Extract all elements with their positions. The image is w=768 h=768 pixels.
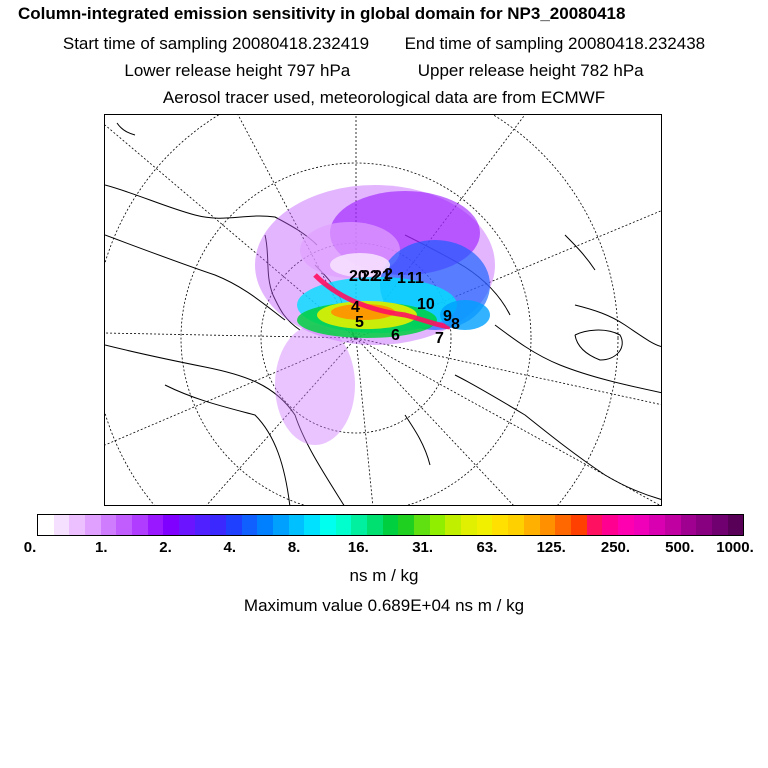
colorbar-segment xyxy=(711,515,728,535)
colorbar-segment xyxy=(555,515,571,535)
map-label: 11 xyxy=(407,270,424,287)
colorbar-tick-label: 63. xyxy=(476,539,498,556)
map-label: 9 xyxy=(443,308,452,325)
figure-title: Column-integrated emission sensitivity i… xyxy=(18,4,626,23)
max-value-label: Maximum value 0.689E+04 ns m / kg xyxy=(243,596,525,615)
colorbar-segment xyxy=(132,515,148,535)
map-label: 5 xyxy=(355,314,364,331)
colorbar-segment xyxy=(163,515,180,535)
coastlines xyxy=(105,122,661,505)
map-label: 20 xyxy=(349,268,367,285)
map-label: 8 xyxy=(451,316,460,333)
colorbar-segment xyxy=(367,515,383,535)
colorbar-segment xyxy=(429,515,446,535)
colorbar-segment xyxy=(288,515,305,535)
tracer-info-label: Aerosol tracer used, meteorological data… xyxy=(162,88,606,107)
map-label: 21 xyxy=(373,268,391,285)
colorbar-segment xyxy=(633,515,650,535)
end-time-label: End time of sampling 20080418.232438 xyxy=(404,34,706,53)
colorbar-segment xyxy=(492,515,509,535)
map-label: 4 xyxy=(351,299,360,316)
colorbar-segment xyxy=(273,515,289,535)
colorbar-segment xyxy=(414,515,430,535)
colorbar-tick-label: 1000. xyxy=(716,539,754,556)
colorbar-segment xyxy=(351,515,368,535)
colorbar-segment xyxy=(523,515,540,535)
colorbar-segment xyxy=(320,515,336,535)
colorbar-segment xyxy=(617,515,634,535)
colorbar-segment xyxy=(304,515,321,535)
colorbar-segment xyxy=(445,515,462,535)
colorbar-segment xyxy=(570,515,587,535)
map-label: 2 xyxy=(384,266,393,283)
colorbar-segment xyxy=(461,515,477,535)
lower-release-label: Lower release height 797 hPa xyxy=(124,61,351,80)
map-label: 6 xyxy=(391,327,400,344)
map-label: 7 xyxy=(435,330,444,347)
release-heights-line: Lower release height 797 hPa Upper relea… xyxy=(0,61,768,81)
colorbar-segment xyxy=(476,515,493,535)
colorbar-segment xyxy=(179,515,195,535)
colorbar-segment xyxy=(727,515,744,535)
colorbar-segment xyxy=(116,515,133,535)
colorbar-segment xyxy=(257,515,274,535)
colorbar-segment xyxy=(226,515,242,535)
colorbar-segment xyxy=(696,515,712,535)
colorbar-segment xyxy=(398,515,415,535)
colorbar xyxy=(37,514,744,536)
colorbar-tick-label: 125. xyxy=(536,539,566,556)
colorbar-segment xyxy=(53,515,70,535)
colorbar-unit-label: ns m / kg xyxy=(349,566,419,585)
polar-map: 20 22 21 1 2 4 5 6 7 8 9 10 11 xyxy=(104,114,662,506)
colorbar-tick-label: 500. xyxy=(665,539,695,556)
sensitivity-plume xyxy=(255,185,495,445)
colorbar-segment xyxy=(382,515,399,535)
colorbar-tick-label: 31. xyxy=(412,539,434,556)
colorbar-segment xyxy=(539,515,556,535)
colorbar-segment xyxy=(194,515,211,535)
colorbar-segment xyxy=(241,515,258,535)
latitude-circles xyxy=(105,115,619,505)
colorbar-segment xyxy=(680,515,697,535)
colorbar-tick-label: 4. xyxy=(223,539,237,556)
colorbar-segment xyxy=(38,515,54,535)
colorbar-segment xyxy=(335,515,352,535)
colorbar-tick-label: 8. xyxy=(287,539,301,556)
start-time-label: Start time of sampling 20080418.232419 xyxy=(62,34,370,53)
upper-release-label: Upper release height 782 hPa xyxy=(417,61,644,80)
colorbar-tick-label: 16. xyxy=(347,539,369,556)
sampling-times-line: Start time of sampling 20080418.232419 E… xyxy=(0,34,768,54)
map-canvas: 20 22 21 1 2 4 5 6 7 8 9 10 11 xyxy=(105,115,661,505)
map-label: 1 xyxy=(397,270,406,287)
colorbar-segment xyxy=(649,515,665,535)
map-label: 10 xyxy=(417,296,435,313)
colorbar-segment xyxy=(147,515,164,535)
trajectory-labels: 20 22 21 1 2 4 5 6 7 8 9 10 11 xyxy=(349,266,460,347)
colorbar-tick-label: 0. xyxy=(23,539,37,556)
colorbar-segment xyxy=(210,515,227,535)
colorbar-tick-label: 250. xyxy=(600,539,631,556)
colorbar-segment xyxy=(508,515,524,535)
colorbar-segment xyxy=(100,515,117,535)
colorbar-segment xyxy=(85,515,101,535)
colorbar-segment xyxy=(69,515,86,535)
colorbar-segment xyxy=(602,515,618,535)
map-label: 22 xyxy=(361,268,379,285)
colorbar-tick-label: 1. xyxy=(95,539,108,556)
colorbar-tick-label: 2. xyxy=(159,539,172,556)
colorbar-segment xyxy=(664,515,681,535)
colorbar-segment xyxy=(586,515,603,535)
